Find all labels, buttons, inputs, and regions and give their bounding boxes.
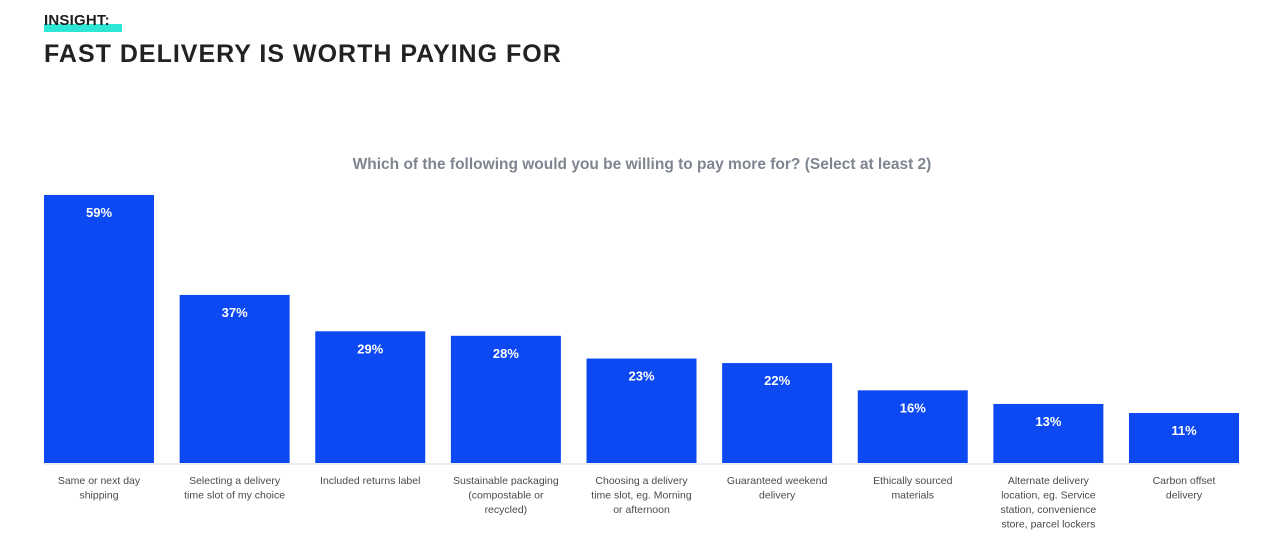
category-label-3: Included returns label	[320, 475, 420, 487]
data-label-2: 37%	[222, 305, 248, 320]
data-label-8: 13%	[1035, 414, 1061, 429]
bar-5	[586, 358, 697, 463]
data-label-4: 28%	[493, 346, 519, 361]
bar-9	[1129, 413, 1239, 463]
category-label-4: Sustainable packaging (compostable or recy…	[453, 475, 559, 516]
category-label-8: Alternate delivery location, eg. Service s…	[1001, 475, 1097, 531]
bar-1	[44, 195, 154, 463]
category-label-5: Choosing a delivery time slot, eg. Mornin…	[591, 475, 692, 516]
bar-3	[315, 331, 426, 463]
chart-title: Which of the following would you be will…	[352, 156, 932, 173]
data-label-5: 23%	[628, 369, 654, 384]
bar-7	[857, 390, 968, 463]
data-label-7: 16%	[900, 400, 926, 415]
category-label-9: Carbon offset delivery	[1153, 475, 1216, 502]
category-label-2: Selecting a delivery time slot of my choi…	[184, 475, 285, 502]
bar-2	[179, 294, 290, 463]
category-label-1: Same or next day shipping	[58, 475, 141, 502]
category-label-7: Ethically sourced materials	[873, 475, 953, 502]
bar-8	[993, 403, 1104, 463]
data-label-3: 29%	[357, 341, 383, 356]
bar-6	[722, 363, 833, 463]
category-label-6: Guaranteed weekend delivery	[727, 475, 828, 502]
insight-highlight-bar	[44, 24, 122, 32]
insight-label: INSIGHT:	[44, 12, 110, 29]
insight-tag: INSIGHT:	[44, 12, 122, 32]
data-label-9: 11%	[1171, 423, 1197, 438]
data-label-1: 59%	[86, 205, 112, 220]
data-label-6: 22%	[764, 373, 790, 388]
bar-4	[450, 335, 561, 463]
page-title: FAST DELIVERY IS WORTH PAYING FOR	[44, 40, 562, 68]
